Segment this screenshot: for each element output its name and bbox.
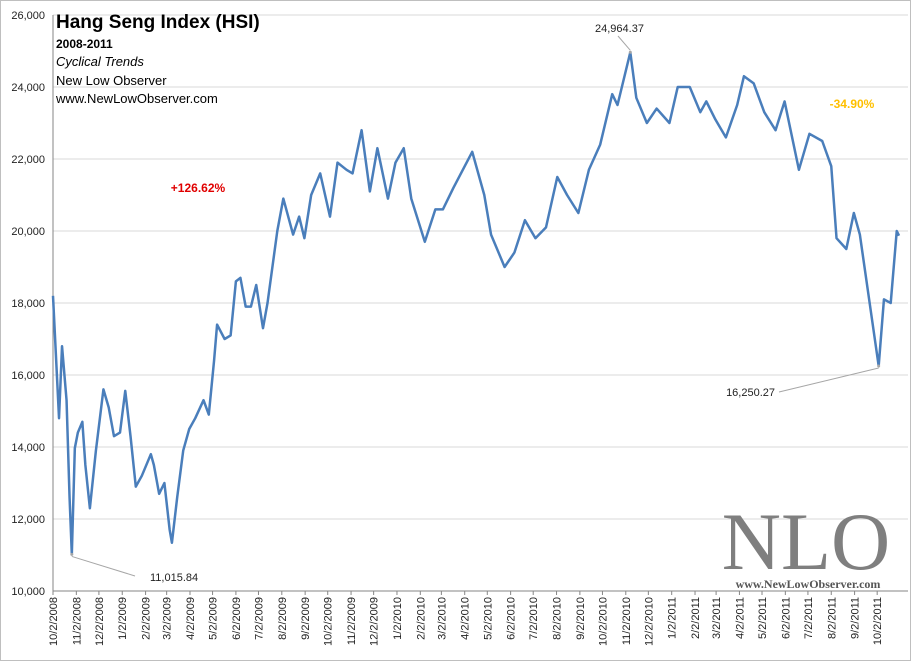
watermark-url: www.NewLowObserver.com — [736, 577, 881, 591]
annotation: 11,015.84 — [150, 572, 198, 584]
y-tick-label: 24,000 — [11, 82, 45, 94]
x-tick-label: 10/2/2009 — [323, 597, 335, 646]
x-tick-label: 2/2/2011 — [690, 597, 702, 639]
x-tick-label: 2/2/2009 — [141, 597, 153, 640]
x-tick-label: 6/2/2011 — [780, 597, 792, 639]
x-tick-label: 1/2/2010 — [392, 597, 404, 640]
y-tick-label: 16,000 — [11, 370, 45, 382]
x-tick-label: 3/2/2010 — [436, 597, 448, 640]
x-tick-label: 12/2/2008 — [94, 597, 106, 646]
x-tick-label: 4/2/2009 — [185, 597, 197, 640]
x-tick-label: 5/2/2009 — [208, 597, 220, 640]
x-tick-label: 10/2/2008 — [48, 597, 60, 646]
annotation: +126.62% — [171, 181, 226, 195]
x-tick-label: 10/2/2011 — [872, 597, 884, 645]
callout-point — [628, 50, 632, 54]
y-tick-label: 18,000 — [11, 298, 45, 310]
x-tick-label: 3/2/2011 — [711, 597, 723, 639]
x-tick-label: 8/2/2009 — [277, 597, 289, 640]
callout-point — [877, 364, 881, 368]
y-tick-label: 22,000 — [11, 154, 45, 166]
x-tick-label: 12/2/2010 — [643, 597, 655, 646]
y-tick-label: 14,000 — [11, 442, 45, 454]
subtitle: www.NewLowObserver.com — [55, 91, 218, 106]
annotation: 16,250.27 — [726, 387, 775, 399]
y-tick-label: 12,000 — [11, 514, 45, 526]
y-tick-label: 26,000 — [11, 10, 45, 22]
x-tick-label: 1/2/2011 — [667, 597, 679, 639]
x-tick-label: 7/2/2010 — [528, 597, 540, 640]
annotation: 24,964.37 — [595, 23, 644, 35]
annotation: -34.90% — [830, 97, 875, 111]
x-tick-label: 10/2/2010 — [597, 597, 609, 646]
x-tick-label: 4/2/2010 — [460, 597, 472, 640]
watermark-logo: NLO — [722, 496, 891, 587]
callout-line — [71, 555, 136, 577]
subtitle: New Low Observer — [56, 73, 167, 88]
callout-line — [778, 367, 879, 393]
x-tick-label: 5/2/2011 — [757, 597, 769, 639]
x-tick-label: 9/2/2009 — [300, 597, 312, 640]
x-tick-label: 11/2/2010 — [621, 597, 633, 645]
x-tick-label: 12/2/2009 — [369, 597, 381, 646]
data-line — [51, 51, 901, 556]
x-tick-label: 6/2/2009 — [231, 597, 243, 640]
subtitle: Cyclical Trends — [56, 54, 144, 69]
x-tick-label: 11/2/2009 — [346, 597, 358, 645]
x-tick-label: 2/2/2010 — [415, 597, 427, 640]
x-tick-label: 4/2/2011 — [734, 597, 746, 639]
x-tick-label: 8/2/2011 — [826, 597, 838, 639]
x-tick-label: 1/2/2009 — [117, 597, 129, 640]
callout-line — [617, 35, 631, 51]
x-tick-label: 9/2/2010 — [575, 597, 587, 640]
x-tick-label: 7/2/2009 — [253, 597, 265, 640]
x-tick-label: 7/2/2011 — [803, 597, 815, 639]
y-tick-label: 20,000 — [11, 226, 45, 238]
x-tick-label: 6/2/2010 — [506, 597, 518, 640]
subtitle: 2008-2011 — [56, 37, 113, 51]
x-tick-label: 9/2/2011 — [850, 597, 862, 639]
x-tick-label: 5/2/2010 — [482, 597, 494, 640]
chart-title: Hang Seng Index (HSI) — [56, 12, 260, 33]
y-tick-label: 10,000 — [11, 586, 45, 598]
x-tick-label: 8/2/2010 — [552, 597, 564, 640]
x-tick-label: 11/2/2008 — [71, 597, 83, 645]
callout-point — [70, 552, 74, 556]
x-tick-label: 3/2/2009 — [162, 597, 174, 640]
